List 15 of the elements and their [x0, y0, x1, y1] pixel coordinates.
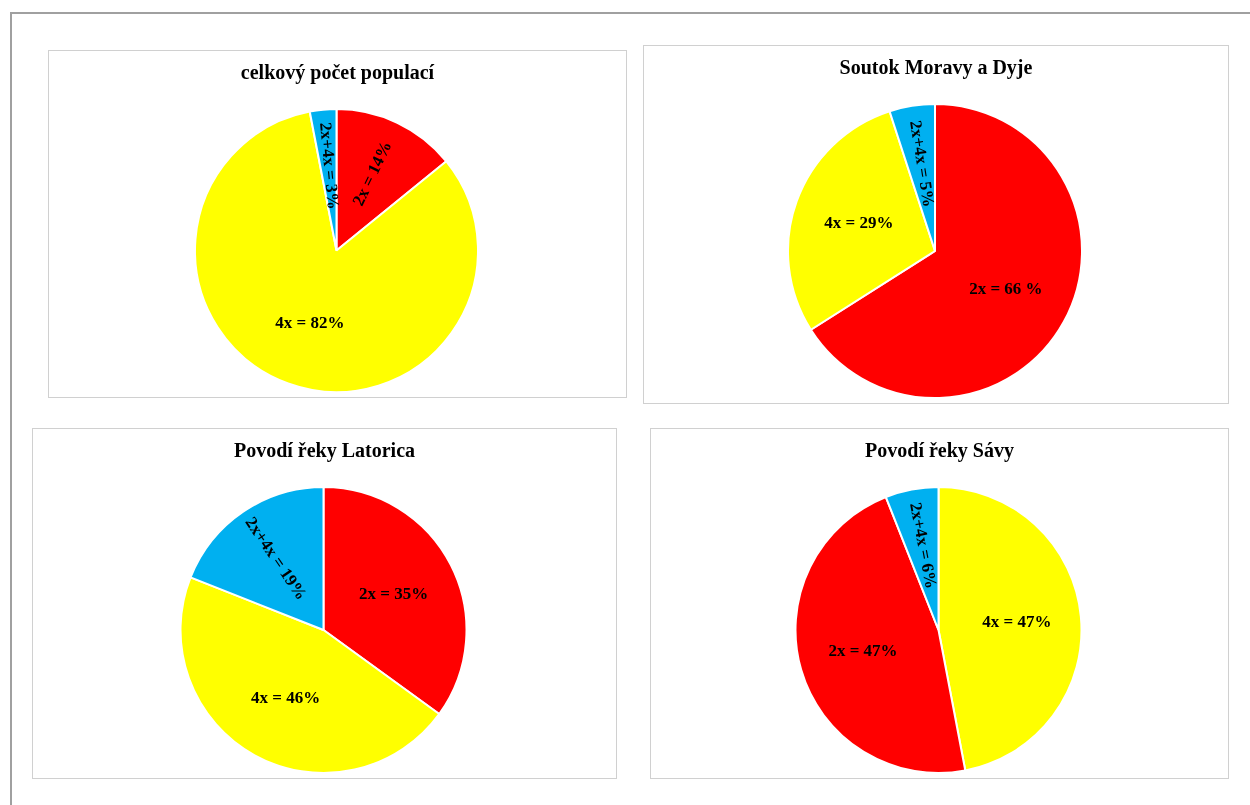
slice-label: 2x = 35% [358, 583, 429, 603]
chart-title: Povodí řeky Latorica [232, 439, 417, 462]
slice-label: 2x = 47% [828, 641, 898, 661]
chart-title: Soutok Moravy a Dyje [838, 56, 1034, 79]
chart-title: celkový počet populací [239, 61, 436, 84]
slice-label: 4x = 46% [251, 688, 321, 708]
slice-label: 4x = 82% [275, 313, 345, 333]
slice-label: 2x+4x = 5% [906, 119, 939, 209]
slice-label: 2x = 14% [348, 138, 396, 209]
slice-label: 2x+4x = 6% [906, 500, 942, 591]
slice-label: 4x = 47% [982, 611, 1052, 631]
slice-label: 4x = 29% [824, 213, 894, 232]
chart-title: Povodí řeky Sávy [864, 439, 1015, 462]
slice-label: 2x+4x = 3% [315, 121, 344, 211]
slice-label: 2x = 66 % [969, 279, 1043, 299]
